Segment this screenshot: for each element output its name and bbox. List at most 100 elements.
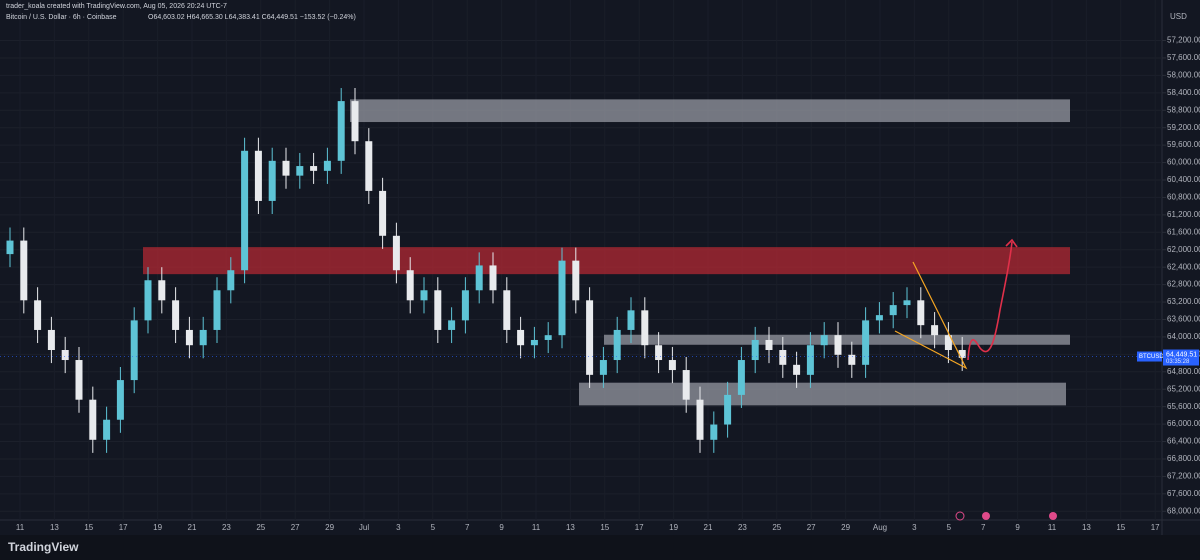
candle-body bbox=[641, 310, 649, 346]
y-tick-label: 60,000.00 bbox=[1167, 158, 1200, 167]
candle-body bbox=[779, 350, 787, 365]
candle-body bbox=[47, 329, 55, 350]
y-tick-label: 61,200.00 bbox=[1167, 210, 1200, 219]
candle-body bbox=[158, 280, 166, 301]
candle-body bbox=[530, 339, 538, 346]
candle-body bbox=[20, 240, 28, 301]
candle-body bbox=[751, 339, 759, 361]
candle-body bbox=[434, 290, 442, 330]
y-tick-label: 67,200.00 bbox=[1167, 472, 1200, 481]
y-tick-label: 59,600.00 bbox=[1167, 140, 1200, 149]
candle-body bbox=[61, 350, 69, 361]
candle-body bbox=[268, 160, 276, 201]
y-tick-label: 58,400.00 bbox=[1167, 88, 1200, 97]
x-tick-label: 13 bbox=[50, 523, 59, 532]
y-tick-label: 65,600.00 bbox=[1167, 402, 1200, 411]
currency: USD bbox=[1170, 12, 1187, 21]
x-tick-label: 25 bbox=[772, 523, 781, 532]
zone bbox=[350, 99, 1070, 123]
candle-body bbox=[34, 300, 42, 330]
x-tick-label: Aug bbox=[873, 523, 887, 532]
zone bbox=[579, 382, 1066, 406]
x-tick-label: 15 bbox=[600, 523, 609, 532]
x-tick-label: 27 bbox=[807, 523, 816, 532]
x-tick-label: 11 bbox=[532, 523, 541, 532]
candle-body bbox=[820, 335, 828, 346]
x-tick-label: 29 bbox=[325, 523, 334, 532]
candle-body bbox=[116, 380, 124, 420]
symbol-line: Bitcoin / U.S. Dollar · 6h · Coinbase bbox=[6, 14, 117, 21]
y-tick-label: 57,600.00 bbox=[1167, 53, 1200, 62]
x-tick-label: 23 bbox=[738, 523, 747, 532]
candle-body bbox=[75, 360, 83, 400]
x-tick-label: 15 bbox=[84, 523, 93, 532]
y-tick-label: 62,000.00 bbox=[1167, 245, 1200, 254]
brand: TradingView bbox=[8, 540, 79, 554]
candle-body bbox=[351, 101, 359, 142]
x-tick-label: 9 bbox=[499, 523, 504, 532]
candle-body bbox=[392, 235, 400, 271]
x-tick-label: 9 bbox=[1015, 523, 1020, 532]
x-tick-label: 11 bbox=[1048, 523, 1057, 532]
candle-body bbox=[337, 101, 345, 161]
symbol-label: BTCUSD bbox=[1139, 354, 1164, 360]
candle-body bbox=[448, 320, 456, 330]
candle-body bbox=[710, 424, 718, 440]
candle-body bbox=[931, 325, 939, 336]
event-icon bbox=[955, 511, 965, 521]
x-tick-label: Jul bbox=[359, 523, 369, 532]
y-tick-label: 65,200.00 bbox=[1167, 384, 1200, 393]
x-tick-label: 5 bbox=[431, 523, 436, 532]
y-tick-label: 68,000.00 bbox=[1167, 506, 1200, 515]
y-tick-label: 57,200.00 bbox=[1167, 36, 1200, 45]
candle-body bbox=[185, 329, 193, 346]
x-tick-label: 29 bbox=[841, 523, 850, 532]
candle-body bbox=[379, 190, 387, 236]
candle-body bbox=[310, 166, 318, 171]
candle-body bbox=[793, 364, 801, 375]
wedge-drawing bbox=[894, 261, 968, 370]
candle-body bbox=[475, 265, 483, 291]
y-tick-label: 66,000.00 bbox=[1167, 419, 1200, 428]
projection-arrow bbox=[967, 241, 1013, 361]
event-icon bbox=[982, 512, 990, 520]
footer-bar bbox=[0, 535, 1200, 560]
arrow-head bbox=[1005, 238, 1018, 248]
candle-body bbox=[323, 160, 331, 171]
candle-body bbox=[696, 399, 704, 440]
y-tick-label: 62,800.00 bbox=[1167, 280, 1200, 289]
x-tick-label: 19 bbox=[669, 523, 678, 532]
candle-body bbox=[144, 280, 152, 321]
y-tick-label: 62,400.00 bbox=[1167, 262, 1200, 271]
y-tick-label: 61,600.00 bbox=[1167, 227, 1200, 236]
candle-body bbox=[6, 240, 14, 255]
candle-body bbox=[544, 335, 552, 340]
candle-body bbox=[613, 329, 621, 361]
candle-body bbox=[420, 290, 428, 301]
event-icon bbox=[1049, 512, 1057, 520]
x-tick-label: 17 bbox=[635, 523, 644, 532]
candle-body bbox=[599, 360, 607, 375]
x-tick-label: 25 bbox=[256, 523, 265, 532]
x-tick-label: 19 bbox=[153, 523, 162, 532]
candle-body bbox=[213, 290, 221, 330]
x-tick-label: 7 bbox=[465, 523, 470, 532]
x-tick-label: 3 bbox=[396, 523, 401, 532]
y-tick-label: 60,400.00 bbox=[1167, 175, 1200, 184]
x-tick-label: 21 bbox=[188, 523, 197, 532]
candle-body bbox=[503, 290, 511, 330]
candle-body bbox=[227, 270, 235, 291]
candle-body bbox=[889, 305, 897, 316]
candle-body bbox=[406, 270, 414, 301]
candle-body bbox=[282, 160, 290, 176]
x-tick-label: 7 bbox=[981, 523, 986, 532]
candle-body bbox=[241, 150, 249, 271]
candle-body bbox=[572, 260, 580, 301]
x-tick-label: 13 bbox=[566, 523, 575, 532]
candle-body bbox=[558, 260, 566, 336]
candle-body bbox=[172, 300, 180, 330]
x-tick-label: 13 bbox=[1082, 523, 1091, 532]
candle-body bbox=[199, 329, 207, 346]
